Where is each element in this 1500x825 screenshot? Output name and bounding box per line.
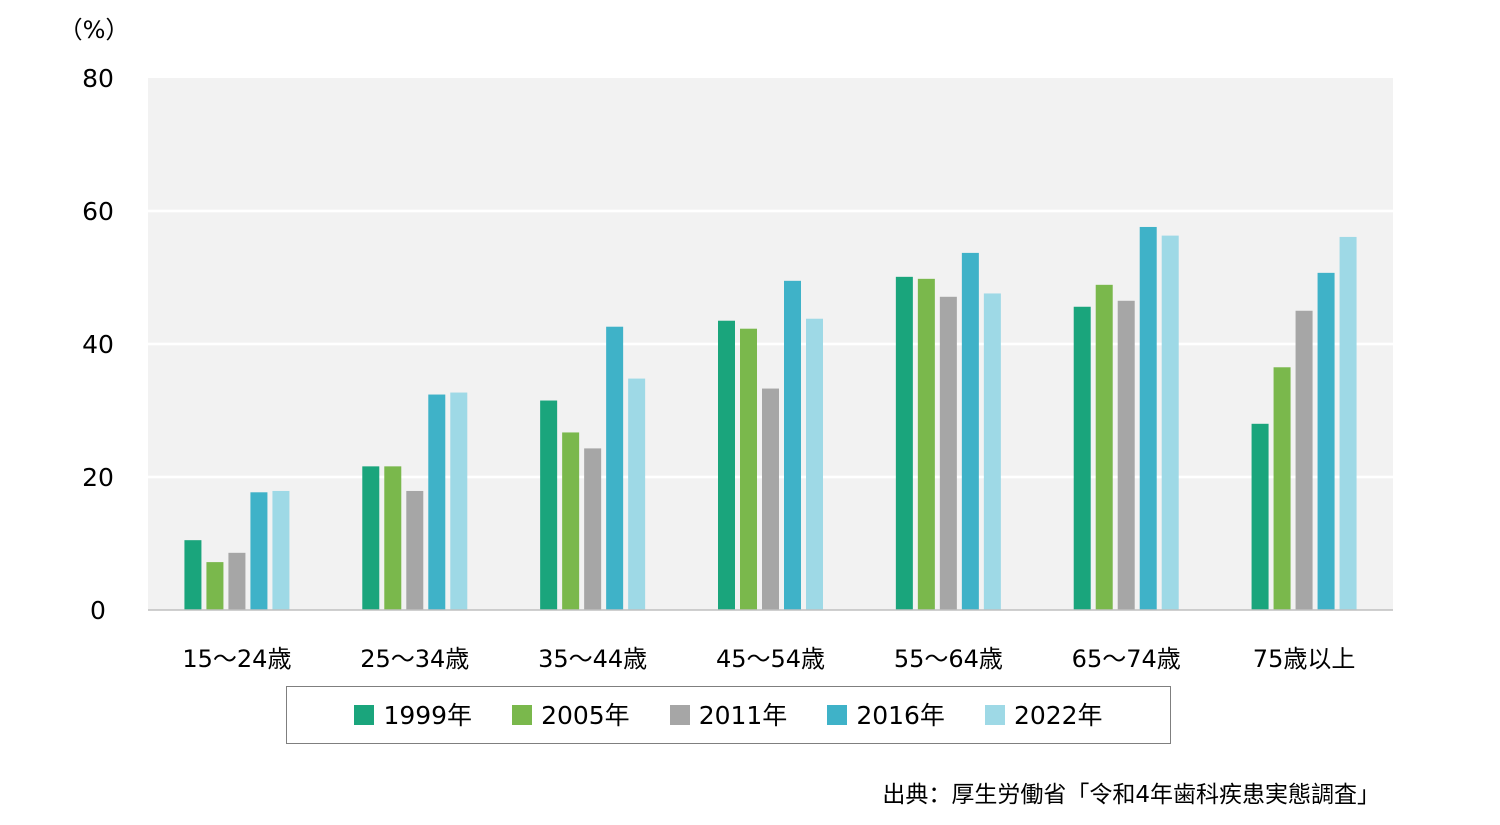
legend-label: 2022年 bbox=[1013, 700, 1103, 730]
bar bbox=[1251, 423, 1269, 610]
legend-swatch bbox=[512, 705, 533, 725]
y-axis-label: （%） bbox=[59, 16, 130, 44]
legend-swatch bbox=[669, 705, 690, 725]
x-tick-label: 55～64歳 bbox=[894, 645, 1003, 673]
x-tick-label: 45～54歳 bbox=[716, 645, 825, 673]
bar bbox=[584, 448, 602, 610]
y-tick-label: 20 bbox=[82, 463, 114, 492]
legend-swatch bbox=[984, 705, 1005, 725]
bar bbox=[939, 296, 957, 610]
bar bbox=[961, 252, 979, 610]
x-axis-ticks: 15～24歳 25～34歳 35～44歳 45～54歳 55～64歳 65～74歳 75歳以… bbox=[182, 645, 1355, 673]
bar bbox=[784, 280, 801, 610]
legend-item: 1999年 bbox=[354, 703, 472, 728]
bar bbox=[1317, 272, 1335, 610]
legend: 1999年 2005年 2011年 2016年 2022年 bbox=[286, 686, 1171, 744]
bar bbox=[628, 378, 646, 610]
bar bbox=[1139, 226, 1157, 610]
bar bbox=[606, 326, 624, 610]
bar bbox=[983, 293, 1001, 610]
legend-swatch bbox=[354, 705, 375, 725]
bar bbox=[1339, 236, 1357, 610]
bars bbox=[184, 226, 1357, 611]
legend-item: 2005年 bbox=[512, 703, 630, 728]
bar bbox=[540, 400, 558, 610]
bar bbox=[362, 466, 380, 610]
bar bbox=[250, 492, 268, 610]
y-tick-label: 80 bbox=[82, 64, 114, 93]
legend-label: 2011年 bbox=[698, 700, 788, 730]
y-axis-ticks: 0 20 40 60 80 bbox=[82, 64, 114, 625]
bar bbox=[1295, 310, 1313, 610]
source-note: 出典：厚生労働省「令和4年歯科疾患実態調査」 bbox=[882, 782, 1380, 808]
bar bbox=[406, 490, 424, 610]
bar bbox=[450, 392, 468, 610]
x-tick-label: 25～34歳 bbox=[360, 645, 469, 673]
legend-swatch bbox=[827, 705, 848, 725]
bar bbox=[1273, 367, 1291, 610]
bar bbox=[806, 318, 823, 610]
bar bbox=[762, 388, 779, 610]
bar bbox=[1095, 284, 1113, 610]
bar bbox=[206, 562, 224, 610]
bar bbox=[562, 432, 580, 610]
bar bbox=[740, 328, 757, 610]
y-tick-label: 40 bbox=[82, 330, 114, 359]
y-tick-label: 0 bbox=[90, 596, 106, 625]
y-tick-label: 60 bbox=[82, 197, 114, 226]
x-tick-label: 35～44歳 bbox=[538, 645, 647, 673]
bar bbox=[384, 466, 402, 610]
legend-label: 1999年 bbox=[383, 700, 473, 730]
legend-label: 2016年 bbox=[856, 700, 945, 730]
bar bbox=[228, 552, 246, 610]
bar bbox=[1117, 300, 1135, 610]
x-tick-label: 15～24歳 bbox=[182, 645, 291, 673]
bar bbox=[272, 490, 290, 610]
bar bbox=[917, 278, 935, 610]
legend-item: 2011年 bbox=[669, 700, 788, 730]
bar bbox=[895, 276, 913, 610]
bar bbox=[428, 394, 446, 610]
legend-item: 2016年 bbox=[827, 703, 945, 728]
bar bbox=[718, 320, 735, 610]
bar bbox=[1161, 235, 1179, 611]
x-tick-label: 65～74歳 bbox=[1072, 645, 1181, 673]
legend-label: 2005年 bbox=[541, 700, 630, 730]
legend-item: 2022年 bbox=[984, 700, 1103, 730]
bar bbox=[184, 540, 202, 610]
x-tick-label: 75歳以上 bbox=[1253, 645, 1356, 673]
bar bbox=[1073, 306, 1091, 610]
